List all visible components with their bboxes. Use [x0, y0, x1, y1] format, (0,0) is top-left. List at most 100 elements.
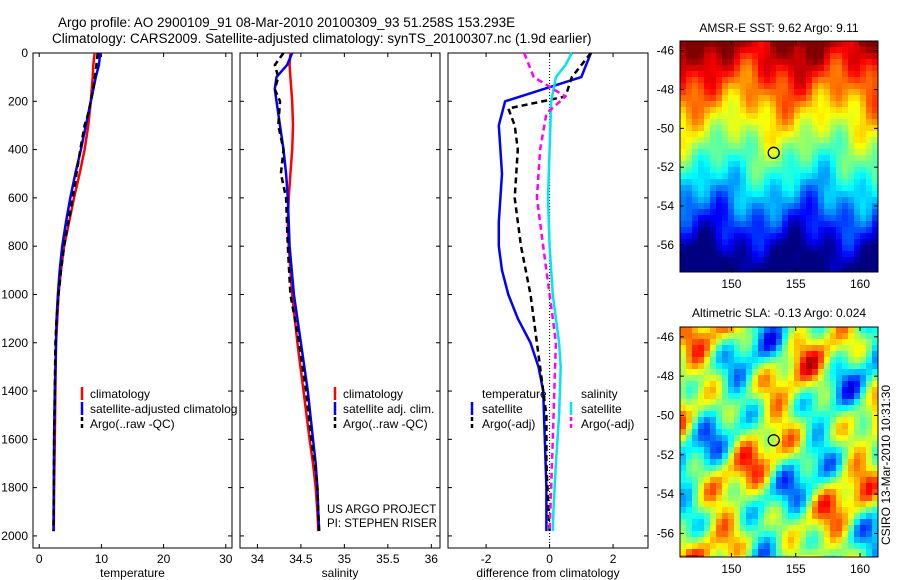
heatmap-cell: [686, 125, 692, 131]
heatmap-cell: [698, 113, 704, 119]
heatmap-cell: [836, 399, 842, 405]
heatmap-cell: [710, 185, 716, 191]
heatmap-cell: [818, 101, 824, 107]
heatmap-cell: [806, 125, 812, 131]
heatmap-cell: [680, 83, 686, 89]
heatmap-cell: [836, 233, 842, 239]
heatmap-cell: [776, 417, 782, 423]
heatmap-cell: [728, 405, 734, 411]
heatmap-cell: [704, 531, 710, 537]
heatmap-cell: [788, 227, 794, 233]
heatmap-cell: [716, 555, 722, 557]
heatmap-cell: [758, 363, 764, 369]
heatmap-cell: [860, 363, 866, 369]
heatmap-cell: [722, 107, 728, 113]
heatmap-cell: [854, 471, 860, 477]
heatmap-cell: [740, 89, 746, 95]
depth-tick-label: 1400: [1, 384, 28, 398]
heatmap-cell: [848, 107, 854, 113]
heatmap-cell: [728, 137, 734, 143]
heatmap-cell: [800, 429, 806, 435]
heatmap-cell: [728, 375, 734, 381]
heatmap-cell: [824, 221, 830, 227]
heatmap-cell: [734, 465, 740, 471]
heatmap-cell: [812, 101, 818, 107]
heatmap-cell: [710, 357, 716, 363]
heatmap-cell: [818, 257, 824, 263]
heatmap-cell: [812, 191, 818, 197]
heatmap-cell: [740, 357, 746, 363]
heatmap-cell: [740, 417, 746, 423]
heatmap-cell: [728, 519, 734, 525]
heatmap-cell: [698, 245, 704, 251]
heatmap-cell: [770, 95, 776, 101]
heatmap-cell: [866, 53, 872, 59]
heatmap-cell: [800, 149, 806, 155]
heatmap-cell: [776, 137, 782, 143]
heatmap-cell: [746, 513, 752, 519]
heatmap-cell: [866, 197, 872, 203]
map-ytick-label: -46: [657, 330, 675, 344]
heatmap-cell: [806, 131, 812, 137]
heatmap-cell: [710, 441, 716, 447]
heatmap-cell: [728, 155, 734, 161]
heatmap-cell: [866, 101, 872, 107]
heatmap-cell: [686, 95, 692, 101]
heatmap-cell: [770, 173, 776, 179]
heatmap-cell: [830, 501, 836, 507]
heatmap-cell: [698, 507, 704, 513]
heatmap-cell: [788, 375, 794, 381]
heatmap-cell: [752, 387, 758, 393]
heatmap-cell: [854, 185, 860, 191]
heatmap-cell: [824, 513, 830, 519]
heatmap-cell: [698, 525, 704, 531]
heatmap-cell: [794, 83, 800, 89]
heatmap-cell: [836, 167, 842, 173]
heatmap-cell: [734, 507, 740, 513]
heatmap-cell: [740, 239, 746, 245]
heatmap-cell: [770, 107, 776, 113]
heatmap-cell: [710, 393, 716, 399]
heatmap-cell: [794, 381, 800, 387]
heatmap-cell: [770, 519, 776, 525]
heatmap-cell: [830, 269, 836, 272]
heatmap-cell: [782, 543, 788, 549]
heatmap-cell: [848, 459, 854, 465]
heatmap-cell: [860, 209, 866, 215]
heatmap-cell: [704, 429, 710, 435]
heatmap-cell: [710, 339, 716, 345]
heatmap-cell: [722, 435, 728, 441]
heatmap-cell: [794, 399, 800, 405]
heatmap-cell: [788, 101, 794, 107]
heatmap-cell: [836, 345, 842, 351]
depth-tick-label: 2000: [1, 529, 28, 543]
heatmap-cell: [788, 537, 794, 543]
heatmap-cell: [818, 351, 824, 357]
heatmap-cell: [794, 333, 800, 339]
heatmap-cell: [776, 549, 782, 555]
heatmap-cell: [818, 155, 824, 161]
heatmap-cell: [776, 543, 782, 549]
heatmap-cell: [794, 155, 800, 161]
heatmap-cell: [866, 369, 872, 375]
heatmap-cell: [680, 549, 686, 555]
heatmap-cell: [836, 143, 842, 149]
heatmap-cell: [692, 185, 698, 191]
heatmap-cell: [686, 53, 692, 59]
heatmap-cell: [812, 399, 818, 405]
heatmap-cell: [710, 525, 716, 531]
heatmap-cell: [854, 549, 860, 555]
heatmap-cell: [776, 191, 782, 197]
sst-map-panel: AMSR-E SST: 9.62 Argo: 9.11-46-48-50-52-…: [657, 21, 879, 291]
heatmap-cell: [794, 197, 800, 203]
heatmap-cell: [848, 59, 854, 65]
heatmap-cell: [860, 197, 866, 203]
heatmap-cell: [734, 405, 740, 411]
heatmap-cell: [860, 71, 866, 77]
heatmap-cell: [746, 423, 752, 429]
heatmap-cell: [740, 495, 746, 501]
heatmap-cell: [746, 173, 752, 179]
heatmap-cell: [722, 501, 728, 507]
heatmap-cell: [764, 215, 770, 221]
heatmap-cell: [740, 411, 746, 417]
